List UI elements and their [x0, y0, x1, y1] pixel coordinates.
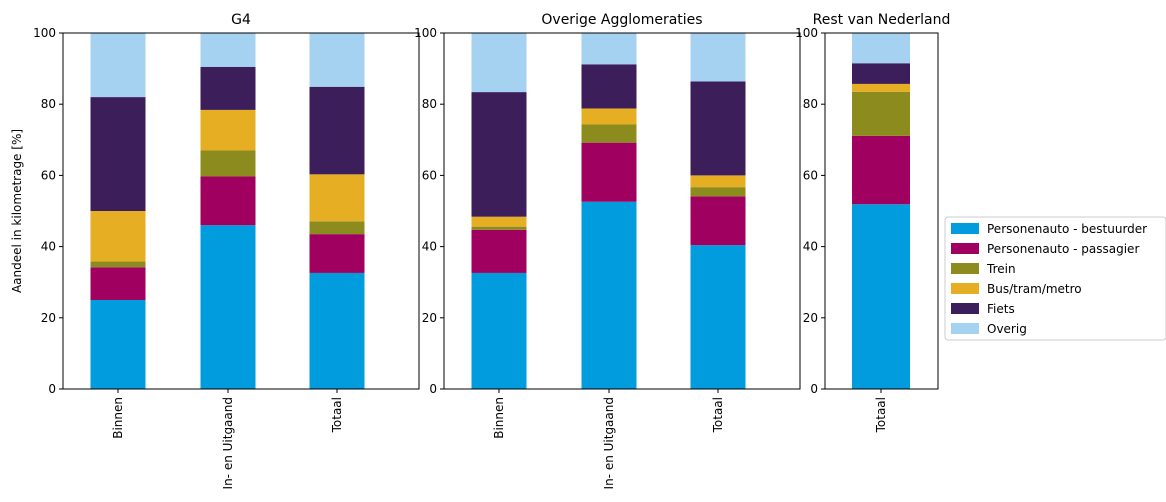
bar-p0-c2-s0 [309, 272, 365, 389]
bar-p0-c0-s4 [90, 97, 146, 211]
bar-p0-c2-s1 [309, 234, 365, 273]
y-tick-label-p0-1: 20 [41, 311, 56, 325]
y-tick-label-p2-4: 80 [803, 97, 818, 111]
legend-swatch-0 [951, 223, 979, 234]
panel-title-2: Rest van Nederland [813, 12, 951, 28]
y-axis-label: Aandeel in kilometrage [%] [10, 129, 24, 293]
y-tick-label-p0-2: 40 [41, 240, 56, 254]
bar-p0-c0-s1 [90, 267, 146, 300]
legend-swatch-3 [951, 283, 979, 294]
x-tick-label-p1-1: In- en Uitgaand [602, 397, 616, 489]
x-tick-label-p2-0: Totaal [874, 397, 888, 433]
legend-label-2: Trein [986, 262, 1016, 276]
bar-p0-c0-s5 [90, 33, 146, 98]
y-tick-label-p0-4: 80 [41, 97, 56, 111]
bar-p1-c2-s1 [690, 196, 746, 246]
y-tick-label-p1-2: 40 [422, 240, 437, 254]
y-tick-label-p1-3: 60 [422, 168, 437, 182]
bar-p0-c0-s3 [90, 211, 146, 262]
bar-p0-c1-s4 [200, 66, 256, 110]
y-tick-label-p0-3: 60 [41, 168, 56, 182]
bar-p1-c1-s1 [581, 142, 637, 202]
legend-label-0: Personenauto - bestuurder [987, 222, 1147, 236]
y-tick-label-p0-0: 0 [48, 382, 56, 396]
legend-label-1: Personenauto - passagier [987, 242, 1139, 256]
legend-box [944, 216, 1166, 341]
bar-p2-c0-s5 [852, 33, 910, 64]
bar-p1-c0-s4 [471, 92, 527, 217]
legend-swatch-5 [951, 323, 979, 334]
y-tick-label-p1-0: 0 [429, 382, 437, 396]
x-tick-label-p1-2: Totaal [711, 397, 725, 433]
bar-p0-c1-s2 [200, 150, 256, 177]
bar-p2-c0-s0 [852, 204, 910, 389]
y-tick-label-p2-2: 40 [803, 240, 818, 254]
bar-p0-c1-s0 [200, 225, 256, 389]
bar-p0-c2-s3 [309, 174, 365, 222]
bar-p2-c0-s4 [852, 63, 910, 84]
plot-frame-0 [62, 32, 420, 390]
bar-p1-c0-s0 [471, 272, 527, 389]
y-tick-label-p2-0: 0 [810, 382, 818, 396]
legend-swatch-4 [951, 303, 979, 314]
y-tick-label-p1-4: 80 [422, 97, 437, 111]
bar-p0-c2-s2 [309, 221, 365, 235]
y-tick-label-p2-5: 100 [795, 26, 818, 40]
bar-p1-c0-s2 [471, 226, 527, 230]
bar-p1-c1-s4 [581, 64, 637, 109]
bar-p1-c0-s3 [471, 216, 527, 227]
bar-p0-c2-s4 [309, 86, 365, 175]
bar-p0-c0-s0 [90, 300, 146, 389]
y-tick-label-p1-1: 20 [422, 311, 437, 325]
legend-label-3: Bus/tram/metro [987, 282, 1082, 296]
bar-p1-c2-s5 [690, 33, 746, 82]
bar-p1-c1-s3 [581, 108, 637, 125]
bar-p1-c1-s5 [581, 33, 637, 65]
x-tick-label-p0-0: Binnen [111, 397, 125, 439]
bar-p1-c2-s0 [690, 245, 746, 389]
legend-label-5: Overig [987, 322, 1027, 336]
bar-p1-c2-s4 [690, 81, 746, 176]
bar-p0-c1-s1 [200, 176, 256, 226]
y-tick-label-p2-3: 60 [803, 168, 818, 182]
bar-p1-c2-s2 [690, 187, 746, 197]
bar-p1-c2-s3 [690, 175, 746, 188]
bar-p1-c0-s1 [471, 229, 527, 273]
y-tick-label-p0-5: 100 [33, 26, 56, 40]
bar-p2-c0-s3 [852, 83, 910, 92]
bar-p2-c0-s1 [852, 135, 910, 205]
bar-p0-c0-s2 [90, 261, 146, 268]
x-tick-label-p0-2: Totaal [330, 397, 344, 433]
y-tick-label-p2-1: 20 [803, 311, 818, 325]
x-tick-label-p1-0: Binnen [492, 397, 506, 439]
bar-p0-c1-s3 [200, 109, 256, 151]
legend-swatch-1 [951, 243, 979, 254]
plot-frame-1 [443, 32, 801, 390]
bar-p1-c1-s2 [581, 124, 637, 143]
panel-title-1: Overige Agglomeraties [541, 12, 702, 28]
bar-p0-c2-s5 [309, 33, 365, 87]
y-tick-label-p1-5: 100 [414, 26, 437, 40]
bar-p2-c0-s2 [852, 91, 910, 136]
bar-p1-c0-s5 [471, 33, 527, 93]
legend-label-4: Fiets [987, 302, 1015, 316]
panel-title-0: G4 [231, 12, 251, 28]
legend-swatch-2 [951, 263, 979, 274]
bar-p1-c1-s0 [581, 201, 637, 389]
x-tick-label-p0-1: In- en Uitgaand [221, 397, 235, 489]
bar-p0-c1-s5 [200, 33, 256, 67]
